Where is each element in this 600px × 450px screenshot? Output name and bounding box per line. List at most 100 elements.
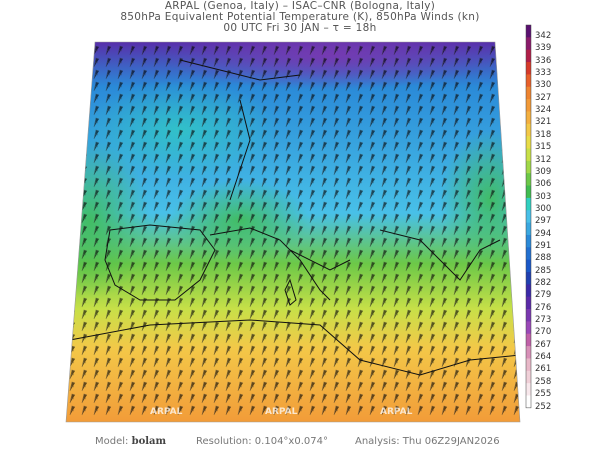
resolution: Resolution: 0.104°x0.074°	[196, 436, 328, 447]
wind-barb	[225, 117, 232, 128]
wind-barb	[453, 81, 460, 92]
wind-barb	[297, 189, 304, 200]
wind-barb	[477, 309, 484, 320]
wind-barb	[489, 249, 496, 260]
wind-barb	[297, 225, 304, 236]
wind-barb	[369, 69, 376, 80]
wind-barb	[249, 177, 256, 188]
wind-barb	[117, 81, 124, 92]
wind-barb	[513, 129, 520, 140]
wind-barb	[429, 333, 436, 344]
wind-barb	[453, 189, 460, 200]
wind-barb	[405, 129, 412, 140]
wind-barb	[177, 105, 184, 116]
wind-barb	[345, 321, 352, 332]
wind-barb	[117, 237, 124, 248]
wind-barb	[165, 213, 172, 224]
wind-barb	[177, 213, 184, 224]
wind-barb	[297, 309, 304, 320]
wind-barb	[153, 333, 160, 344]
wind-barb	[501, 141, 508, 152]
wind-barb	[405, 345, 412, 356]
wind-barb	[213, 261, 220, 272]
wind-barb	[93, 273, 100, 284]
wind-barb	[249, 393, 256, 404]
wind-barb	[297, 405, 304, 416]
wind-barb	[513, 189, 520, 200]
wind-barb	[309, 393, 316, 404]
wind-barb	[81, 237, 88, 248]
wind-barb	[357, 261, 364, 272]
wind-barb	[285, 273, 292, 284]
colorbar-label: 276	[535, 302, 552, 313]
colorbar-swatch	[526, 160, 531, 174]
wind-barb	[489, 117, 496, 128]
wind-barb	[369, 81, 376, 92]
wind-barb	[417, 93, 424, 104]
wind-barb	[333, 357, 340, 368]
wind-barb	[369, 117, 376, 128]
wind-barb	[225, 333, 232, 344]
wind-barb	[225, 153, 232, 164]
wind-barb	[333, 321, 340, 332]
wind-barb	[465, 117, 472, 128]
wind-barb	[489, 69, 496, 80]
wind-barb	[309, 237, 316, 248]
wind-barb	[465, 177, 472, 188]
wind-barb	[141, 45, 148, 56]
wind-barb	[453, 321, 460, 332]
colorbar-swatch	[526, 234, 531, 248]
wind-barb	[261, 357, 268, 368]
theta-e-field	[66, 42, 520, 422]
wind-barb	[117, 405, 124, 416]
wind-barb	[369, 177, 376, 188]
wind-barb	[393, 297, 400, 308]
wind-barb	[129, 249, 136, 260]
wind-barb	[285, 261, 292, 272]
wind-barb	[405, 357, 412, 368]
wind-barb	[321, 297, 328, 308]
wind-barb	[225, 297, 232, 308]
wind-barb	[345, 393, 352, 404]
wind-barb	[201, 177, 208, 188]
wind-barb	[177, 69, 184, 80]
wind-barb	[81, 201, 88, 212]
wind-barb	[333, 165, 340, 176]
wind-barb	[201, 225, 208, 236]
wind-barb	[453, 129, 460, 140]
colorbar-label: 330	[535, 80, 552, 91]
wind-barb	[465, 81, 472, 92]
wind-barb	[69, 261, 76, 272]
wind-barb	[501, 309, 508, 320]
wind-barb	[477, 381, 484, 392]
wind-barb	[69, 273, 76, 284]
wind-barb	[297, 177, 304, 188]
colorbar-swatch	[526, 309, 531, 322]
wind-barb	[129, 201, 136, 212]
wind-barb	[357, 93, 364, 104]
wind-barb	[141, 201, 148, 212]
wind-barb	[417, 261, 424, 272]
wind-barb	[429, 249, 436, 260]
wind-barb	[165, 261, 172, 272]
wind-barb	[333, 405, 340, 416]
wind-barb	[273, 189, 280, 200]
wind-barb	[477, 81, 484, 92]
wind-barb	[381, 105, 388, 116]
wind-barb	[381, 393, 388, 404]
wind-barb	[141, 309, 148, 320]
wind-barb	[105, 369, 112, 380]
wind-barb	[129, 105, 136, 116]
wind-barb	[237, 357, 244, 368]
wind-barb	[321, 45, 328, 56]
wind-barb	[477, 69, 484, 80]
wind-barb	[225, 261, 232, 272]
wind-barb	[465, 297, 472, 308]
wind-barb	[117, 153, 124, 164]
wind-barb	[321, 273, 328, 284]
wind-barb	[465, 213, 472, 224]
wind-barb	[201, 153, 208, 164]
wind-barb	[105, 393, 112, 404]
wind-barb	[393, 81, 400, 92]
wind-barb	[69, 369, 76, 380]
